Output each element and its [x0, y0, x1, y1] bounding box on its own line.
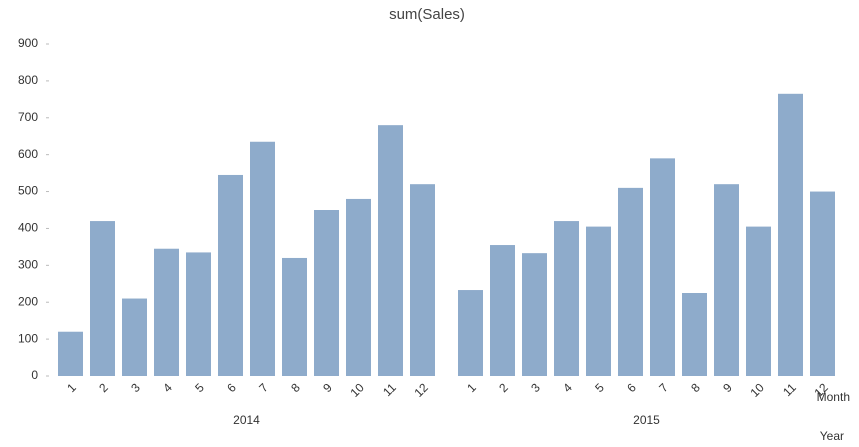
- bar: [282, 257, 307, 376]
- bar: [314, 210, 339, 376]
- x-tick-label: 12: [412, 380, 432, 400]
- x-tick-label: 6: [624, 380, 639, 395]
- bar: [378, 125, 403, 377]
- bar: [810, 191, 835, 376]
- bar: [618, 187, 643, 376]
- x-tick-label: 6: [224, 380, 239, 395]
- x-tick-label: 10: [748, 380, 768, 400]
- x-tick-label: 9: [320, 380, 335, 395]
- x-tick-label: 1: [464, 380, 479, 395]
- y-tick-label: 500: [18, 184, 38, 198]
- bar: [458, 290, 483, 376]
- x-tick-label: 4: [160, 380, 175, 395]
- x-tick-label: 2: [96, 380, 111, 395]
- group-label: 2014: [233, 413, 260, 427]
- bar: [490, 245, 515, 376]
- x-tick-label: 3: [128, 380, 143, 395]
- y-tick-label: 0: [31, 368, 38, 382]
- x-tick-label: 1: [64, 380, 79, 395]
- bar: [682, 293, 707, 376]
- bar: [218, 174, 243, 376]
- bar: [154, 248, 179, 376]
- x-tick-label: 8: [688, 380, 703, 395]
- bar: [122, 298, 147, 376]
- group-label: 2015: [633, 413, 660, 427]
- x-tick-label: 9: [720, 380, 735, 395]
- x-tick-label: 5: [192, 380, 207, 395]
- y-tick-label: 900: [18, 36, 38, 50]
- bar: [586, 226, 611, 376]
- group-axis-label: Year: [820, 429, 844, 443]
- x-axis-label: Month: [817, 390, 850, 404]
- y-tick-label: 400: [18, 221, 38, 235]
- x-tick-label: 2: [496, 380, 511, 395]
- bar: [746, 226, 771, 376]
- x-tick-label: 3: [528, 380, 543, 395]
- bar: [522, 253, 547, 376]
- x-tick-label: 5: [592, 380, 607, 395]
- bar: [346, 198, 371, 376]
- bar: [90, 221, 115, 376]
- y-tick-label: 300: [18, 258, 38, 272]
- x-tick-label: 7: [656, 380, 671, 395]
- bar: [186, 252, 211, 376]
- bar: [554, 221, 579, 376]
- x-tick-label: 11: [780, 380, 799, 399]
- x-tick-label: 8: [288, 380, 303, 395]
- y-tick-label: 800: [18, 73, 38, 87]
- y-tick-label: 100: [18, 331, 38, 345]
- y-tick-label: 700: [18, 110, 38, 124]
- chart-title: sum(Sales): [389, 6, 465, 23]
- bar: [58, 331, 83, 376]
- bar: [650, 158, 675, 376]
- x-tick-label: 11: [380, 380, 399, 399]
- bar: [250, 141, 275, 376]
- bar: [410, 184, 435, 376]
- y-tick-label: 200: [18, 294, 38, 308]
- x-tick-label: 10: [348, 380, 368, 400]
- bar: [778, 93, 803, 377]
- y-tick-label: 600: [18, 147, 38, 161]
- x-tick-label: 7: [256, 380, 271, 395]
- bar: [714, 184, 739, 376]
- x-tick-label: 4: [560, 380, 575, 395]
